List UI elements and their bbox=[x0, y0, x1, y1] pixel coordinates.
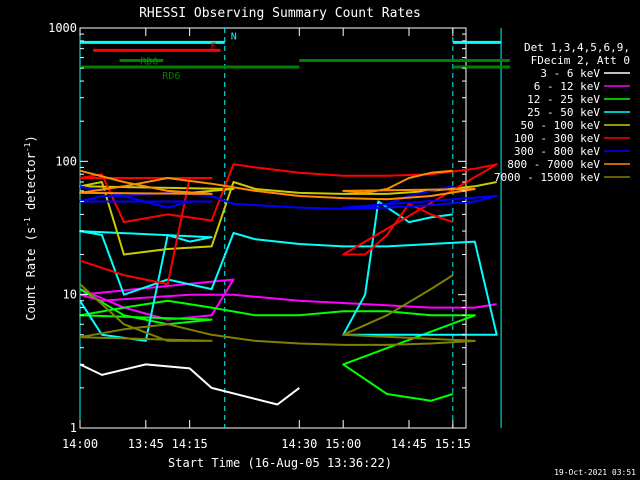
annotation-label: N bbox=[231, 31, 237, 42]
series-layer bbox=[79, 163, 498, 406]
series-line bbox=[79, 278, 497, 321]
legend-label: 100 - 300 keV bbox=[514, 132, 600, 145]
vertical-markers bbox=[79, 28, 502, 428]
x-tick-label: 14:30 bbox=[281, 437, 317, 451]
y-tick-label: 1 bbox=[70, 421, 77, 435]
legend-label: 3 - 6 keV bbox=[540, 67, 600, 80]
instrument-state-annotations: N F RD0 RD6 bbox=[80, 31, 510, 82]
series-line bbox=[79, 363, 300, 406]
y-axis-label-part: detector bbox=[24, 152, 38, 217]
legend-label: 12 - 25 keV bbox=[527, 93, 600, 106]
y-axis: 1 10 100 1000 bbox=[48, 21, 466, 435]
series-line bbox=[79, 274, 476, 346]
legend: Det 1,3,4,5,6,9,FDecim 2, Att 03 - 6 keV… bbox=[494, 41, 630, 184]
series-line bbox=[79, 181, 497, 256]
y-axis-label-part: Count Rate (s bbox=[24, 227, 38, 321]
y-axis-label: Count Rate (s-1 detector-1) bbox=[23, 135, 38, 320]
y-tick-label: 10 bbox=[63, 288, 77, 302]
x-tick-label: 14:45 bbox=[391, 437, 427, 451]
x-axis: 13:45 14:00 14:15 14:30 14:45 15:00 15:15 bbox=[62, 28, 471, 451]
annotation-label: RD0 bbox=[140, 57, 158, 68]
x-tick-label: 15:00 bbox=[325, 437, 361, 451]
y-axis-label-sup: -1 bbox=[23, 217, 32, 227]
plot-border bbox=[79, 27, 467, 429]
y-tick-label: 100 bbox=[55, 154, 77, 168]
series-line bbox=[79, 200, 498, 342]
legend-label: 7000 - 15000 keV bbox=[494, 171, 600, 184]
series-line bbox=[79, 163, 498, 286]
x-tick-label: 14:00 bbox=[62, 437, 98, 451]
y-axis-label-part: ) bbox=[24, 135, 38, 142]
chart-title: RHESSI Observing Summary Count Rates bbox=[139, 6, 421, 21]
x-tick-label: 13:45 bbox=[128, 437, 164, 451]
y-tick-label: 1000 bbox=[48, 21, 77, 35]
annotation-label: F bbox=[210, 41, 216, 52]
legend-header: FDecim 2, Att 0 bbox=[531, 54, 630, 67]
annotation-label: RD6 bbox=[162, 71, 180, 82]
x-tick-label: 15:15 bbox=[435, 437, 471, 451]
y-axis-label-sup: -1 bbox=[23, 142, 32, 152]
legend-label: 6 - 12 keV bbox=[534, 80, 601, 93]
timestamp: 19-Oct-2021 03:51 bbox=[554, 468, 636, 477]
legend-header: Det 1,3,4,5,6,9, bbox=[524, 41, 630, 54]
series-line bbox=[79, 185, 498, 210]
plot-frame bbox=[79, 27, 467, 429]
legend-label: 800 - 7000 keV bbox=[507, 158, 600, 171]
legend-label: 50 - 100 keV bbox=[521, 119, 601, 132]
series-line bbox=[79, 169, 476, 201]
x-tick-label: 14:15 bbox=[172, 437, 208, 451]
series-line bbox=[79, 288, 476, 402]
legend-label: 300 - 800 keV bbox=[514, 145, 600, 158]
legend-label: 25 - 50 keV bbox=[527, 106, 600, 119]
x-axis-label: Start Time (16-Aug-05 13:36:22) bbox=[168, 456, 392, 470]
